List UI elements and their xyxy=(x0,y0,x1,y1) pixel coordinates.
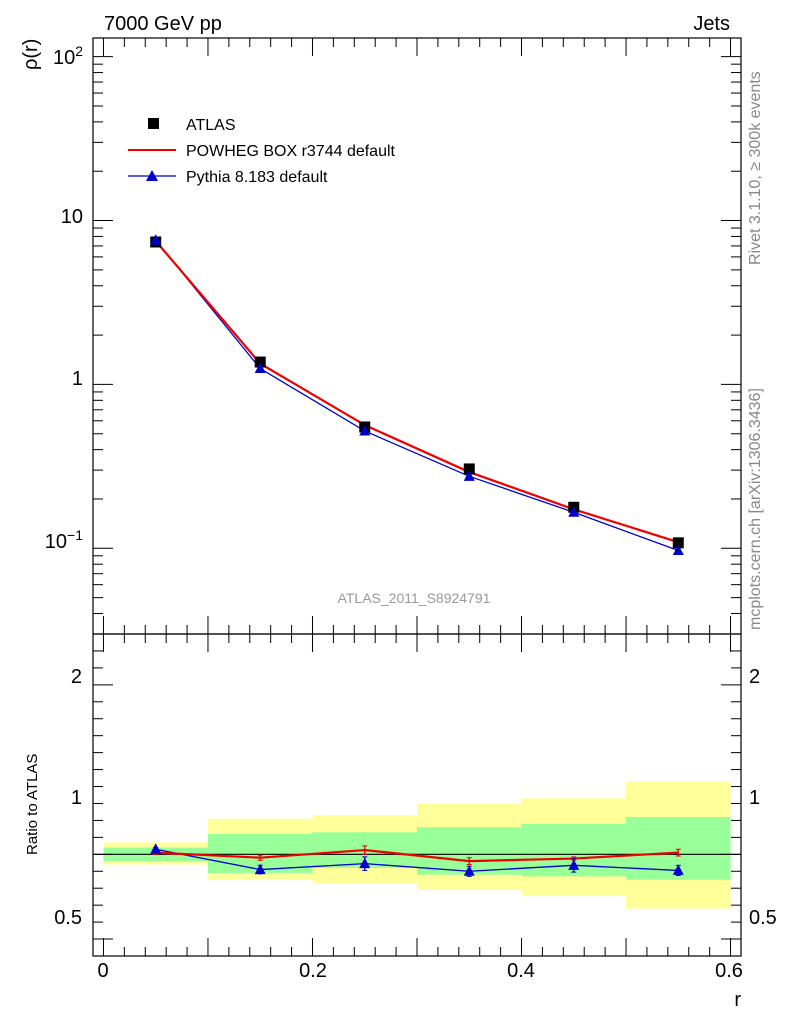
ratio-pythia-point xyxy=(150,843,162,854)
pythia-point xyxy=(672,544,684,555)
ratio-y-tick-label-0.5-right: 0.5 xyxy=(749,907,777,929)
legend-pythia-label: Pythia 8.183 default xyxy=(186,169,328,186)
analysis-id-label: ATLAS_2011_S8924791 xyxy=(338,590,491,606)
ratio-pythia-point xyxy=(568,859,580,870)
x-tick-label-0: 0 xyxy=(97,960,108,982)
main-plot-panel: ρ(r) 10 1 102 10−1 ATLAS POWHEG BOX r374… xyxy=(20,37,742,635)
ratio-plot-markers xyxy=(150,843,684,877)
ratio-pythia-point xyxy=(359,857,371,869)
legend-pythia-marker xyxy=(146,170,158,181)
ratio-pythia-point xyxy=(672,864,684,875)
pythia-point xyxy=(568,506,580,517)
x-tick-label-0.4: 0.4 xyxy=(507,960,535,982)
legend: ATLAS POWHEG BOX r3744 default Pythia 8.… xyxy=(128,117,396,186)
ratio-y-tick-label-1-left: 1 xyxy=(71,787,82,809)
ratio-powheg-line xyxy=(155,848,679,863)
legend-atlas-marker xyxy=(148,118,159,129)
ratio-y-tick-label-2-right: 2 xyxy=(749,666,760,688)
legend-powheg-label: POWHEG BOX r3744 default xyxy=(186,143,396,160)
atlas-point xyxy=(672,537,684,549)
ratio-plot-ticks xyxy=(93,634,741,956)
ratio-pythia-point xyxy=(254,863,266,875)
ratio-y-tick-label-1-right: 1 xyxy=(749,787,760,809)
pythia-line xyxy=(155,239,679,552)
ratio-y-tick-label-2-left: 2 xyxy=(71,666,82,688)
main-plot-ticks xyxy=(93,38,741,635)
ratio-plot-tick-labels: 2 1 0.5 2 1 0.5 0 0.2 0.4 0.6 r xyxy=(54,666,777,1011)
atlas-point xyxy=(254,356,266,368)
ratio-plot-panel: Ratio to ATLAS 2 1 0.5 2 1 0.5 0 0.2 0.4… xyxy=(24,633,777,1011)
ratio-plot-ylabel: Ratio to ATLAS xyxy=(24,754,41,855)
pythia-point xyxy=(150,234,162,245)
x-axis-label: r xyxy=(734,989,741,1011)
pythia-point xyxy=(254,362,266,374)
pythia-point xyxy=(359,424,371,436)
rivet-version-label: Rivet 3.1.10, ≥ 300k events xyxy=(747,71,764,265)
legend-atlas-label: ATLAS xyxy=(186,117,236,134)
y-tick-label-10: 10 xyxy=(61,206,83,228)
header-left: 7000 GeV pp xyxy=(104,13,222,35)
x-tick-label-0.2: 0.2 xyxy=(299,960,327,982)
powheg-line xyxy=(154,240,679,544)
ratio-y-tick-label-0.5-left: 0.5 xyxy=(54,907,82,929)
main-plot-ylabel: ρ(r) xyxy=(20,39,42,70)
pythia-point xyxy=(463,470,475,481)
header-right: Jets xyxy=(693,13,730,35)
ratio-pythia-line xyxy=(155,848,679,872)
y-tick-label-1: 1 xyxy=(72,368,83,390)
x-tick-label-0.6: 0.6 xyxy=(715,960,743,982)
mcplots-label: mcplots.cern.ch [arXiv:1306.3436] xyxy=(747,388,764,630)
ratio-plot-frame xyxy=(92,633,742,957)
ratio-pythia-point xyxy=(463,865,475,876)
main-plot-markers xyxy=(150,234,684,555)
atlas-point xyxy=(463,463,475,475)
